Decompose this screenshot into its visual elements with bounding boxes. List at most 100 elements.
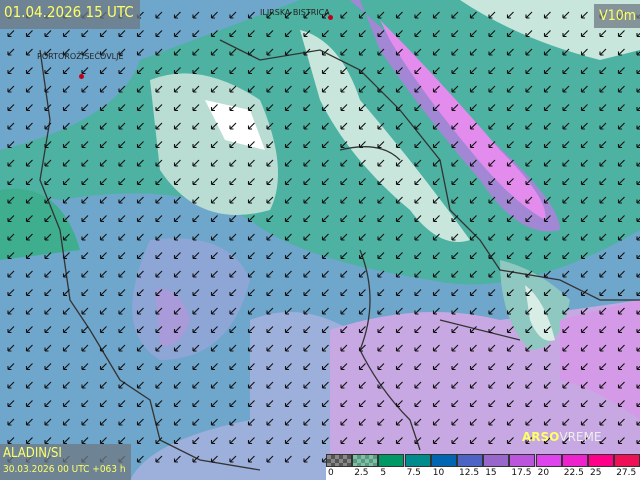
wind-arrow <box>284 215 292 223</box>
wind-arrow <box>247 178 255 186</box>
wind-arrow <box>25 48 33 56</box>
wind-arrow <box>488 159 496 167</box>
wind-arrow <box>284 363 292 371</box>
wind-arrow <box>506 307 514 315</box>
wind-arrow <box>562 289 570 297</box>
wind-arrow <box>340 141 348 149</box>
wind-arrow <box>414 363 422 371</box>
wind-arrow <box>44 122 52 130</box>
wind-arrow <box>414 11 422 19</box>
wind-arrow <box>136 455 144 463</box>
wind-arrow <box>44 196 52 204</box>
wind-arrow <box>303 11 311 19</box>
wind-arrow <box>562 67 570 75</box>
wind-arrow <box>136 30 144 38</box>
wind-arrow <box>525 30 533 38</box>
wind-arrow <box>451 11 459 19</box>
wind-arrow <box>44 363 52 371</box>
wind-arrow <box>395 11 403 19</box>
wind-arrow <box>173 326 181 334</box>
wind-arrow <box>210 455 218 463</box>
wind-arrow <box>81 159 89 167</box>
wind-arrow <box>81 252 89 260</box>
wind-arrow <box>81 104 89 112</box>
wind-arrow <box>25 196 33 204</box>
wind-arrow <box>247 196 255 204</box>
wind-arrow <box>25 233 33 241</box>
wind-arrow <box>7 418 15 426</box>
wind-arrow <box>99 363 107 371</box>
wind-arrow <box>395 141 403 149</box>
wind-arrow <box>192 48 200 56</box>
arso-logo: ARSOVREME <box>522 430 601 444</box>
wind-arrow <box>599 252 607 260</box>
wind-arrow <box>7 104 15 112</box>
wind-arrow <box>229 159 237 167</box>
wind-arrow <box>284 289 292 297</box>
wind-arrow <box>99 67 107 75</box>
wind-arrow <box>210 344 218 352</box>
wind-arrow <box>451 48 459 56</box>
legend-swatch <box>326 454 352 467</box>
wind-arrow <box>25 344 33 352</box>
wind-arrow <box>210 233 218 241</box>
wind-arrow <box>432 178 440 186</box>
wind-arrow <box>321 196 329 204</box>
wind-arrow <box>377 196 385 204</box>
wind-arrow <box>210 122 218 130</box>
wind-arrow <box>432 437 440 445</box>
wind-arrow <box>81 418 89 426</box>
wind-arrow <box>580 48 588 56</box>
wind-arrow <box>377 141 385 149</box>
wind-arrow <box>432 289 440 297</box>
wind-arrow <box>469 307 477 315</box>
wind-arrow <box>173 270 181 278</box>
wind-arrow <box>580 141 588 149</box>
wind-arrow <box>358 437 366 445</box>
wind-arrow <box>284 307 292 315</box>
wind-arrow <box>173 344 181 352</box>
wind-arrow <box>488 252 496 260</box>
wind-arrow <box>136 307 144 315</box>
wind-arrow <box>543 252 551 260</box>
wind-arrow <box>284 381 292 389</box>
wind-arrow <box>451 400 459 408</box>
wind-arrow <box>488 48 496 56</box>
wind-arrow <box>173 233 181 241</box>
wind-arrow <box>562 307 570 315</box>
wind-arrow <box>284 30 292 38</box>
wind-arrow <box>44 67 52 75</box>
wind-arrow <box>599 104 607 112</box>
wind-arrow <box>488 418 496 426</box>
wind-arrow <box>451 326 459 334</box>
wind-arrow <box>451 215 459 223</box>
wind-arrow <box>617 418 625 426</box>
wind-arrow <box>25 289 33 297</box>
wind-arrow <box>118 141 126 149</box>
wind-arrow <box>506 67 514 75</box>
wind-arrow <box>377 400 385 408</box>
wind-arrow <box>25 400 33 408</box>
legend-swatch <box>509 454 536 467</box>
wind-arrow <box>118 381 126 389</box>
wind-arrow <box>525 437 533 445</box>
wind-arrow <box>321 289 329 297</box>
wind-arrow <box>25 326 33 334</box>
wind-arrow <box>173 104 181 112</box>
wind-arrow <box>266 455 274 463</box>
wind-arrow <box>192 215 200 223</box>
wind-arrow <box>543 48 551 56</box>
wind-arrow <box>136 400 144 408</box>
wind-arrow <box>173 85 181 93</box>
wind-arrow <box>7 178 15 186</box>
wind-arrow <box>414 437 422 445</box>
wind-arrow <box>543 270 551 278</box>
legend-tick: 12.5 <box>459 468 480 478</box>
wind-arrow <box>340 48 348 56</box>
wind-arrow <box>210 141 218 149</box>
wind-arrow <box>173 30 181 38</box>
wind-arrow <box>25 104 33 112</box>
wind-arrow <box>395 307 403 315</box>
wind-arrow <box>506 178 514 186</box>
wind-arrow <box>44 307 52 315</box>
